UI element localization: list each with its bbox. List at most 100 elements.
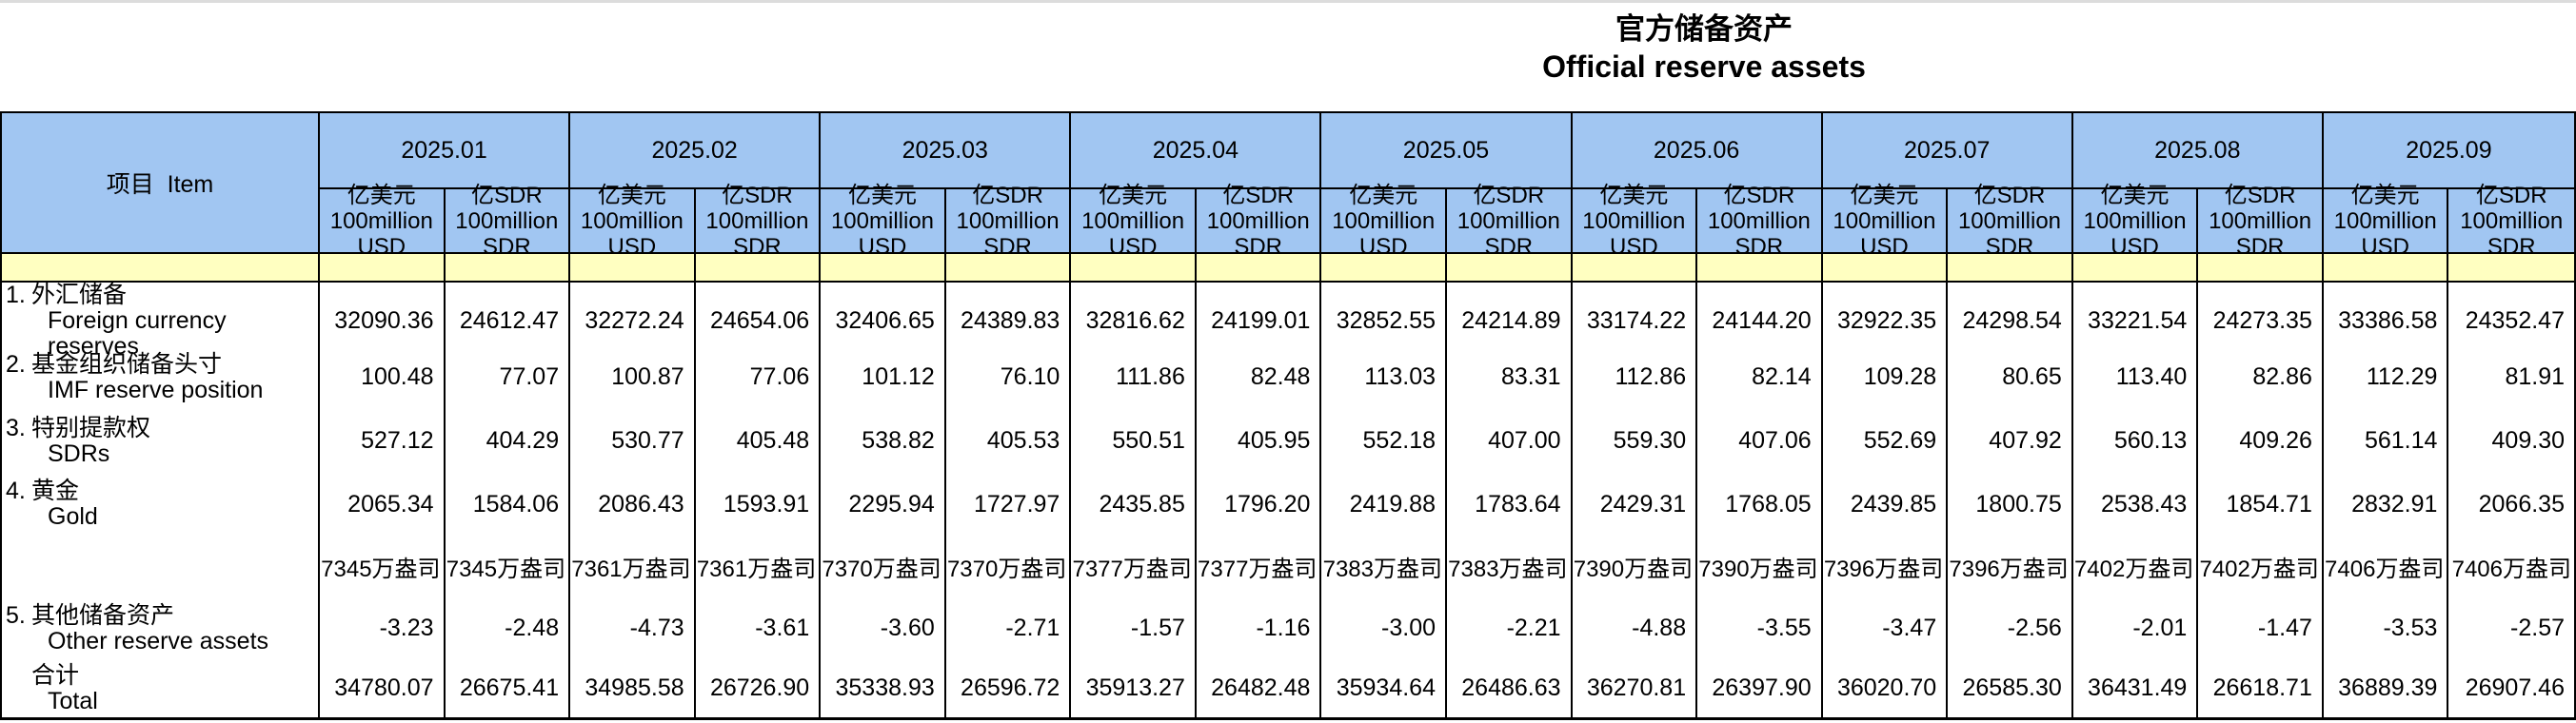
month-header-cell: 2025.07 [1822,113,2073,189]
value-cell: 35338.93 [821,659,946,717]
month-header-cell: 2025.01 [320,113,571,189]
value-cell: 550.51 [1071,409,1197,473]
value-cell: 113.40 [2073,345,2199,409]
value-cell: 101.12 [821,345,946,409]
unit-header-cell: 亿SDR 100million SDR [696,183,822,260]
value-cell: 7390万盎司 [1697,536,1823,597]
value-cell: 36020.70 [1823,659,1949,717]
yellow-spacer-cell [2448,254,2574,281]
yellow-spacer-cell [1823,254,1949,281]
value-cell: 2086.43 [570,473,696,536]
value-cell: 409.30 [2491,427,2565,454]
value-cell: 26596.72 [946,659,1072,717]
value-cell: 26726.90 [696,659,822,717]
value-cell: 561.14 [2324,409,2449,473]
row-number: 4. [6,478,26,504]
value-cell: 7390万盎司 [1573,536,1698,597]
value-cell: 7361万盎司 [570,536,696,597]
yellow-spacer-cell [446,254,571,281]
window-top-edge [0,0,2576,3]
value-cell: 32816.62 [1071,283,1197,360]
value-cell: 2429.31 [1573,473,1698,536]
table-row: 1. 外汇储备 Foreign currency reserves 32090.36 2… [2,282,2574,360]
value-cell: 26585.30 [1948,659,2073,717]
page-title-english: Official reserve assets [1542,49,1866,84]
value-cell: 7406万盎司 [2324,536,2449,597]
value-cell: 1727.97 [946,473,1072,536]
value-cell: 109.28 [1823,345,1949,409]
value-cell: 2419.88 [1321,473,1447,536]
value-cell: 7383万盎司 [1447,536,1573,597]
value-cell: 36270.81 [1573,659,1698,717]
value-cell: 112.29 [2324,345,2449,409]
value-cell: 2439.85 [1823,473,1949,536]
yellow-spacer-cell [2198,254,2324,281]
row-label [2,536,320,597]
value-cell: 530.77 [570,409,696,473]
value-cell: 7402万盎司 [2198,536,2324,597]
value-cell: -3.55 [1697,597,1823,659]
row-label: 合计 Total [2,659,320,717]
value-cell: 80.65 [1948,345,2073,409]
row-label: 3. 特别提款权 SDRs [2,409,320,473]
yellow-spacer-row [2,252,2574,283]
row-number: 5. [6,601,26,629]
month-header-cell: 2025.03 [821,113,1072,189]
month-header-cell: 2025.06 [1572,113,1823,189]
value-cell: 2832.91 [2324,473,2449,536]
page-title-chinese: 官方储备资产 [1615,12,1793,46]
value-cell: 405.53 [946,409,1072,473]
value-cell: 1796.20 [1197,473,1322,536]
value-cell: 83.31 [1447,345,1573,409]
row-label-chinese: 5. 其他储备资产 [6,601,318,629]
value-cell: 36431.49 [2073,659,2199,717]
value-cell: 82.48 [1197,345,1322,409]
yellow-spacer-cell [570,254,696,281]
value-cell: 32090.36 [320,283,446,360]
row-number: 1. [6,282,26,308]
value-cell: 33386.58 [2324,283,2449,360]
value-cell: 1854.71 [2198,473,2324,536]
value-cell: 407.00 [1447,409,1573,473]
value-cell: -2.71 [946,597,1072,659]
unit-header-cell: 亿美元 100million USD [1321,183,1447,260]
row-number [6,663,31,689]
table-row: 4. 黄金 Gold 2065.34 1584.06 2086.43 1593.91 2295… [2,473,2574,536]
value-cell: 34985.58 [570,659,696,717]
value-cell: -2.57 [2510,615,2565,641]
yellow-spacer-cell [320,254,446,281]
value-cell: 76.10 [946,345,1072,409]
value-cell: 7406万盎司 [2451,557,2571,582]
unit-header-cell: 亿SDR 100million SDR [2198,183,2324,260]
value-cell: 26486.63 [1447,659,1573,717]
value-cell: 7370万盎司 [821,536,946,597]
unit-header-cell: 亿美元 100million USD [1573,183,1698,260]
value-cell: 26397.90 [1697,659,1823,717]
yellow-spacer-cell [1071,254,1197,281]
value-cell: 24389.83 [946,283,1072,360]
yellow-spacer-cell [2324,254,2449,281]
value-cell: 407.92 [1948,409,2073,473]
value-cell: 24612.47 [446,283,571,360]
row-label-english: Other reserve assets [48,627,269,655]
value-cell: 2295.94 [821,473,946,536]
value-cell: 77.07 [446,345,571,409]
unit-header-cell: 亿美元 100million USD [570,183,696,260]
yellow-spacer-cell [1447,254,1573,281]
value-cell: -2.21 [1447,597,1573,659]
unit-header-cell: 亿SDR 100million SDR [1197,183,1322,260]
unit-header-cell: 亿美元 100million USD [2073,183,2199,260]
unit-header-cell: 亿美元 100million USD [2324,183,2449,260]
item-column-header: 项目 Item [2,113,320,252]
value-cell: 1800.75 [1948,473,2073,536]
value-cell: 81.91 [2505,363,2565,390]
value-cell: 26675.41 [446,659,571,717]
row-label-zh-text: 合计 [31,661,80,689]
value-cell: 24199.01 [1197,283,1322,360]
value-cell: 100.48 [320,345,446,409]
value-cell: 24298.54 [1948,283,2073,360]
table-body: 1. 外汇储备 Foreign currency reserves 32090.36 2… [2,283,2574,717]
value-cell: 33174.22 [1573,283,1698,360]
row-label-zh-text: 特别提款权 [31,414,151,441]
unit-header-cell: 亿SDR 100million SDR [1948,183,2073,260]
